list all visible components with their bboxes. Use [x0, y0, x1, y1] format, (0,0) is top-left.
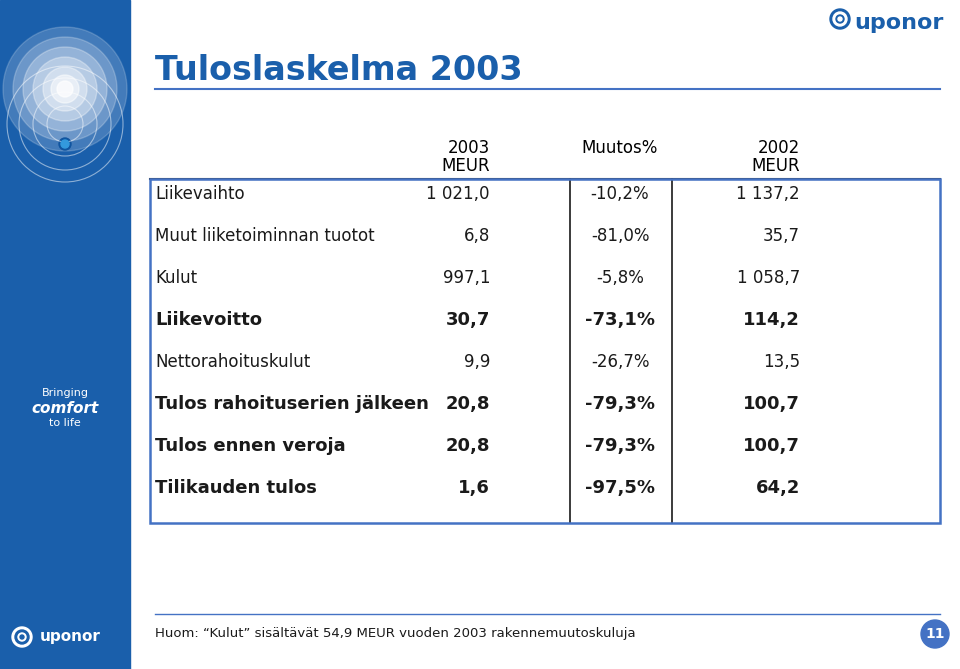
Circle shape	[838, 17, 842, 21]
Text: Liikevaihto: Liikevaihto	[155, 185, 245, 203]
Text: 20,8: 20,8	[445, 395, 490, 413]
Text: -10,2%: -10,2%	[590, 185, 649, 203]
Text: Muutos%: Muutos%	[582, 139, 659, 157]
Text: Huom: “Kulut” sisältävät 54,9 MEUR vuoden 2003 rakennemuutoskuluja: Huom: “Kulut” sisältävät 54,9 MEUR vuode…	[155, 628, 636, 640]
Text: Tuloslaskelma 2003: Tuloslaskelma 2003	[155, 54, 522, 87]
Text: -73,1%: -73,1%	[585, 311, 655, 329]
Circle shape	[12, 627, 32, 647]
Circle shape	[33, 57, 97, 121]
Text: 2002: 2002	[757, 139, 800, 157]
Circle shape	[15, 630, 29, 644]
Text: Liikevoitto: Liikevoitto	[155, 311, 262, 329]
Circle shape	[836, 15, 844, 23]
Text: Tulos ennen veroja: Tulos ennen veroja	[155, 437, 346, 455]
Text: -81,0%: -81,0%	[590, 227, 649, 245]
Text: MEUR: MEUR	[442, 157, 490, 175]
Text: 11: 11	[925, 627, 945, 641]
Text: 64,2: 64,2	[756, 479, 800, 497]
Circle shape	[921, 620, 949, 648]
Circle shape	[57, 81, 73, 97]
Text: -97,5%: -97,5%	[585, 479, 655, 497]
Text: uponor: uponor	[40, 630, 101, 644]
Text: 6,8: 6,8	[464, 227, 490, 245]
Circle shape	[833, 12, 847, 26]
Bar	[150, 179, 940, 523]
Text: 1 058,7: 1 058,7	[736, 269, 800, 287]
Circle shape	[13, 37, 117, 141]
Bar	[0, 0, 130, 669]
Text: 100,7: 100,7	[743, 395, 800, 413]
Text: Tulos rahoituserien jälkeen: Tulos rahoituserien jälkeen	[155, 395, 429, 413]
Text: 100,7: 100,7	[743, 437, 800, 455]
Circle shape	[18, 633, 26, 641]
Text: 114,2: 114,2	[743, 311, 800, 329]
Circle shape	[59, 138, 71, 150]
Text: Nettorahoituskulut: Nettorahoituskulut	[155, 353, 310, 371]
Text: -26,7%: -26,7%	[590, 353, 649, 371]
Text: MEUR: MEUR	[752, 157, 800, 175]
Text: Muut liiketoiminnan tuotot: Muut liiketoiminnan tuotot	[155, 227, 374, 245]
Text: 1 137,2: 1 137,2	[736, 185, 800, 203]
Text: 1,6: 1,6	[458, 479, 490, 497]
Text: to life: to life	[49, 417, 81, 427]
Text: 2003: 2003	[447, 139, 490, 157]
Text: 9,9: 9,9	[464, 353, 490, 371]
Text: 35,7: 35,7	[763, 227, 800, 245]
Text: uponor: uponor	[854, 13, 944, 33]
Text: 13,5: 13,5	[763, 353, 800, 371]
Text: comfort: comfort	[32, 401, 99, 416]
Text: 20,8: 20,8	[445, 437, 490, 455]
Circle shape	[51, 75, 79, 103]
Text: Kulut: Kulut	[155, 269, 197, 287]
Text: Bringing: Bringing	[41, 388, 88, 398]
Circle shape	[43, 67, 87, 111]
Circle shape	[3, 27, 127, 151]
Circle shape	[61, 140, 69, 148]
Text: Tilikauden tulos: Tilikauden tulos	[155, 479, 317, 497]
Circle shape	[830, 9, 850, 29]
Circle shape	[20, 635, 24, 639]
Text: -79,3%: -79,3%	[585, 437, 655, 455]
Text: -5,8%: -5,8%	[596, 269, 644, 287]
Text: 1 021,0: 1 021,0	[426, 185, 490, 203]
Circle shape	[23, 47, 107, 131]
Text: -79,3%: -79,3%	[585, 395, 655, 413]
Text: 997,1: 997,1	[443, 269, 490, 287]
Text: 30,7: 30,7	[445, 311, 490, 329]
